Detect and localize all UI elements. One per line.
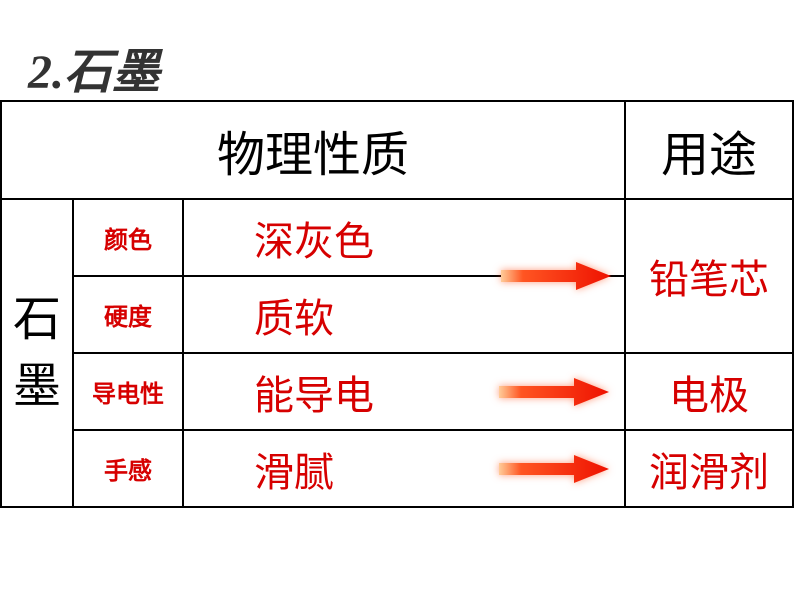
use-lubricant: 润滑剂 — [625, 430, 793, 507]
properties-table: 物理性质 用途 石墨 颜色 深灰色 铅笔芯 — [0, 100, 794, 508]
arrow-icon — [494, 451, 614, 487]
header-use: 用途 — [625, 101, 793, 199]
stub-char2: 墨 — [13, 360, 61, 413]
table-row: 石墨 颜色 深灰色 铅笔芯 — [1, 199, 793, 276]
value-feel: 滑腻 — [183, 430, 625, 507]
stub-graphite: 石墨 — [1, 199, 73, 507]
graphite-table: 物理性质 用途 石墨 颜色 深灰色 铅笔芯 — [0, 100, 794, 508]
table-row: 导电性 能导电 电极 — [1, 353, 793, 430]
label-hardness: 硬度 — [73, 276, 183, 353]
table-row: 手感 滑腻 润滑剂 — [1, 430, 793, 507]
table-header-row: 物理性质 用途 — [1, 101, 793, 199]
label-feel: 手感 — [73, 430, 183, 507]
label-color: 颜色 — [73, 199, 183, 276]
use-pencil-text: 铅笔芯 — [649, 257, 769, 302]
header-physical-properties: 物理性质 — [1, 101, 625, 199]
section-heading: 2.石墨 — [28, 32, 160, 102]
label-conductivity: 导电性 — [73, 353, 183, 430]
value-conductivity-text: 能导电 — [254, 373, 374, 418]
value-hardness: 质软 — [183, 276, 625, 353]
stub-char1: 石 — [13, 293, 61, 346]
value-feel-text: 滑腻 — [254, 450, 334, 495]
value-conductivity: 能导电 — [183, 353, 625, 430]
arrow-icon — [494, 374, 614, 410]
use-pencil: 铅笔芯 — [625, 199, 793, 353]
use-electrode: 电极 — [625, 353, 793, 430]
